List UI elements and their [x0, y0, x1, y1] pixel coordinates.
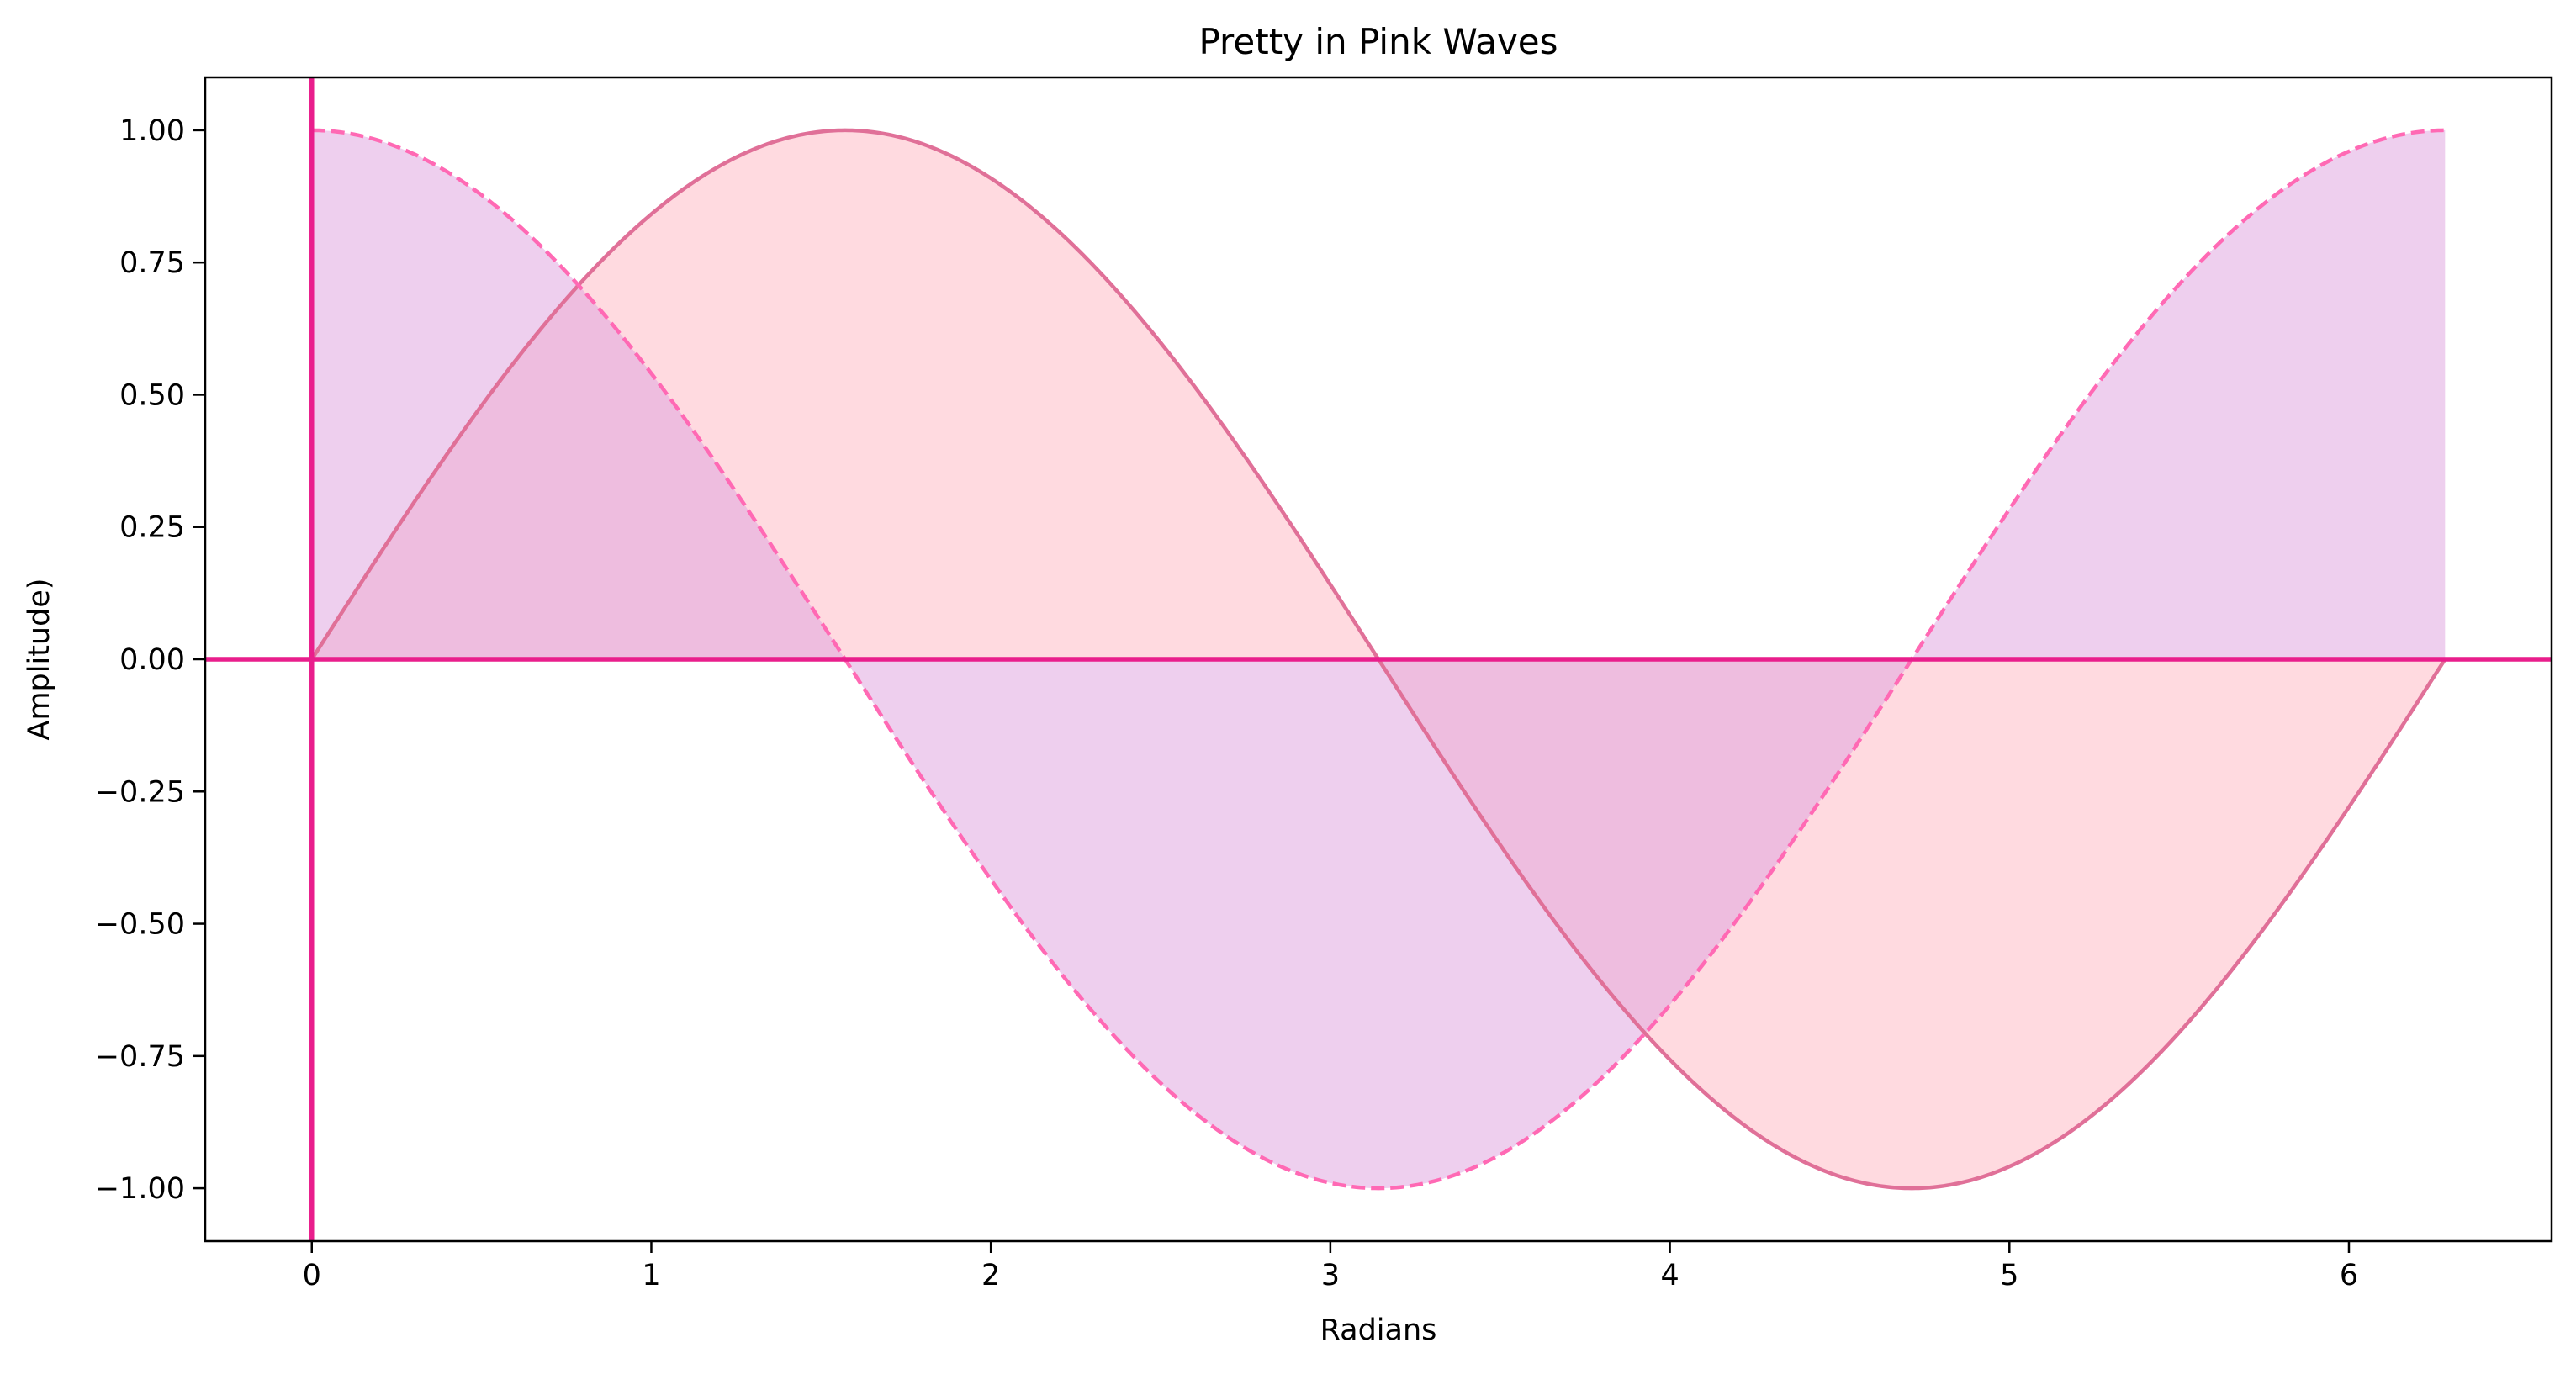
- series-line-1: [311, 128, 2446, 1191]
- y-tick-label: −1.00: [95, 1172, 185, 1206]
- y-tick-label: 0.75: [119, 246, 185, 280]
- y-tick-label: −0.50: [95, 908, 185, 942]
- x-tick-label: 5: [2000, 1259, 2018, 1292]
- reference-lines: [205, 77, 2552, 1241]
- y-tick-label: 0.50: [119, 378, 185, 412]
- y-tick-label: 1.00: [119, 114, 185, 148]
- x-tick-label: 4: [1660, 1259, 1679, 1292]
- x-axis-ticks: 0 1 2 3 4 5 6: [303, 1241, 2358, 1292]
- y-tick-label: 0.00: [119, 643, 185, 677]
- x-tick-label: 1: [642, 1259, 660, 1292]
- x-axis-title: Radians: [1320, 1313, 1437, 1347]
- x-tick-label: 6: [2340, 1259, 2358, 1292]
- y-tick-label: −0.75: [95, 1040, 185, 1074]
- y-axis-ticks: 1.00 0.75 0.50 0.25 0.00 −0.25 −0.50 −0.75 −1.00: [95, 114, 205, 1206]
- y-tick-label: −0.25: [95, 775, 185, 809]
- x-tick-label: 3: [1321, 1259, 1340, 1292]
- x-tick-label: 2: [981, 1259, 1000, 1292]
- chart-title: Pretty in Pink Waves: [1198, 21, 1558, 62]
- y-tick-label: 0.25: [119, 511, 185, 545]
- y-axis-title: Amplitude): [23, 578, 56, 740]
- x-tick-label: 0: [303, 1259, 321, 1292]
